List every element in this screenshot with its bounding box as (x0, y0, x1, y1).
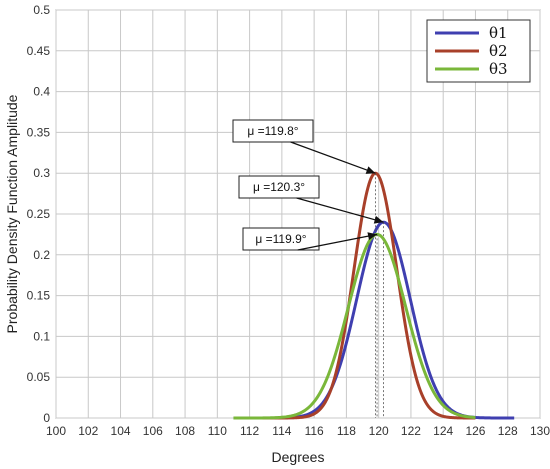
y-axis-label: Probability Density Function Amplitude (4, 94, 20, 333)
series-line-2 (253, 171, 476, 420)
x-tick-label: 118 (337, 424, 356, 438)
y-tick-label: 0.05 (27, 370, 51, 384)
x-tick-label: 116 (305, 424, 324, 438)
x-tick-label: 108 (175, 424, 195, 438)
legend-entry: θ2 (489, 42, 508, 60)
annotation-arrow-line (297, 233, 378, 251)
annotation-arrowhead (367, 232, 378, 241)
x-tick-label: 130 (530, 424, 550, 438)
y-tick-label: 0.4 (33, 85, 50, 99)
x-tick-label: 112 (240, 424, 259, 438)
y-tick-label: 0.25 (27, 207, 51, 221)
x-tick-label: 128 (498, 424, 518, 438)
x-axis-label: Degrees (272, 449, 325, 465)
y-tick-label: 0.35 (27, 125, 51, 139)
annotation-arrowhead (373, 215, 384, 224)
y-tick-label: 0.45 (27, 44, 51, 58)
x-tick-label: 102 (78, 424, 98, 438)
x-tick-label: 114 (272, 424, 291, 438)
y-tick-label: 0.1 (33, 329, 50, 343)
annotation-text: μ =119.9° (255, 232, 306, 246)
x-tick-label: 106 (143, 424, 163, 438)
annotation-text: μ =119.8° (247, 124, 298, 138)
annotation-arrow-line (290, 141, 376, 174)
x-tick-label: 120 (369, 424, 389, 438)
y-tick-label: 0.2 (33, 248, 50, 262)
y-tick-label: 0 (43, 411, 50, 425)
legend-entry: θ1 (489, 24, 508, 42)
annotation-box (242, 227, 320, 251)
annotation-arrow-line (296, 197, 384, 223)
x-tick-label: 100 (46, 424, 66, 438)
x-tick-label: 104 (111, 424, 131, 438)
y-tick-label: 0.3 (33, 166, 50, 180)
x-tick-label: 122 (401, 424, 421, 438)
y-tick-label: 0.15 (27, 289, 51, 303)
tick-labels: 100 102 104 106 108 110 112 114 116 118 120 122 124 1… (27, 3, 550, 438)
y-tick-label: 0.5 (33, 3, 50, 17)
annotation-box (232, 119, 314, 143)
annotation-text: μ =120.3° (253, 180, 305, 194)
annotation-box (238, 175, 320, 199)
legend-entry: θ3 (489, 60, 508, 78)
series-line-3 (233, 232, 476, 420)
annotations: μ =119.8° μ =120.3° μ =119.9° (232, 119, 384, 251)
annotation-arrowhead (365, 166, 376, 174)
x-tick-label: 126 (465, 424, 485, 438)
x-tick-label: 124 (433, 424, 453, 438)
x-tick-label: 110 (208, 424, 227, 438)
